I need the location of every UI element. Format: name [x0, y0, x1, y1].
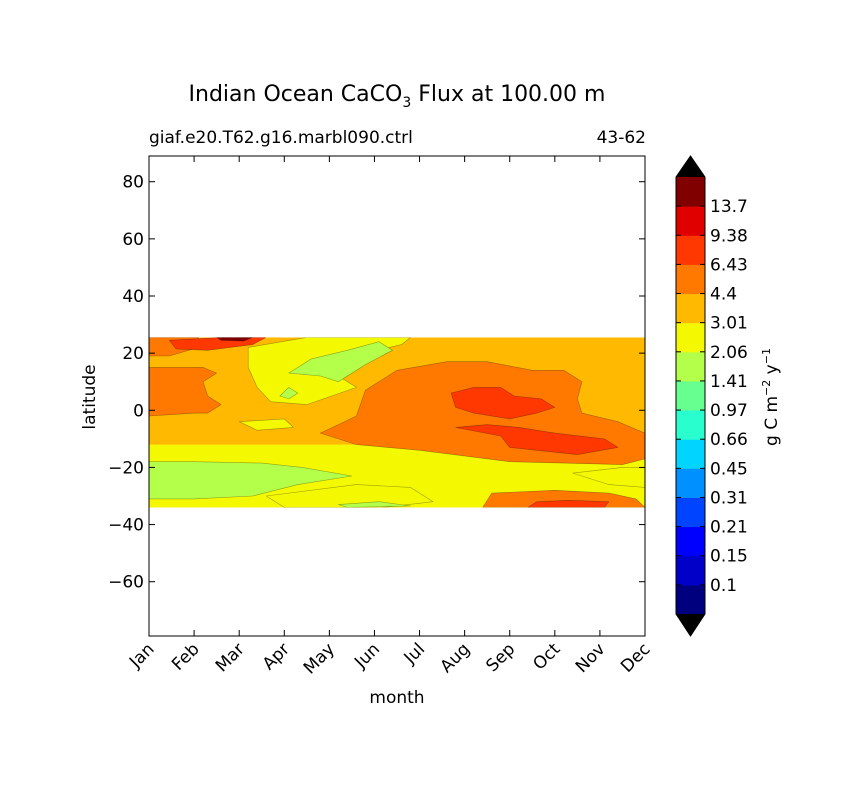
colorbar-tick-label: 0.31: [710, 488, 748, 508]
colorbar-segment: [676, 351, 705, 382]
colorbar-segment: [676, 235, 705, 265]
y-tick-label: −40: [108, 516, 144, 536]
contour-region-patch-east-yellow: [572, 467, 645, 488]
y-tick-label: −20: [108, 458, 144, 478]
colorbar: 0.1 0.15 0.21 0.31 0.45 0.66 0.97 1.41 2.06 3.01 4…: [675, 155, 748, 637]
chart-title: Indian Ocean CaCO3 Flux at 100.00 m: [189, 82, 606, 111]
colorbar-tick-label: 0.66: [710, 430, 748, 450]
colorbar-segment: [676, 410, 705, 440]
contour-region-patch-west-orange: [149, 367, 222, 417]
colorbar-segment: [676, 526, 705, 557]
contour-fills: [149, 337, 645, 508]
colorbar-segment: [676, 380, 705, 411]
colorbar-segment: [676, 468, 705, 498]
contour-region-patch-south-yellow: [265, 484, 434, 508]
colorbar-segment: [676, 264, 705, 295]
contour-region-patch-se-red: [527, 499, 610, 508]
plot-frame: [148, 155, 646, 637]
colorbar-tick-label: 0.97: [710, 401, 748, 421]
subtitle-left: giaf.e20.T62.g16.marbl090.ctrl: [149, 128, 413, 148]
colorbar-segment: [676, 206, 705, 236]
contour-region-patch-aug-red: [450, 387, 556, 420]
colorbar-tick-label: 0.45: [710, 459, 748, 479]
colorbar-tick-label: 1.41: [710, 372, 748, 392]
y-axis: 80 60 40 20 0 −20 −40 −60: [108, 173, 645, 593]
contour-region-patch-apr-green: [279, 387, 299, 400]
colorbar-label: g C m−2 y−1: [760, 348, 782, 446]
colorbar-segment: [676, 293, 705, 324]
colorbar-tick-label: 9.38: [710, 226, 748, 246]
y-tick-label: 0: [133, 401, 144, 421]
contour-region-patch-may-green: [288, 341, 393, 383]
y-tick-label: 40: [122, 287, 144, 307]
colorbar-tick-label: 13.7: [710, 197, 748, 217]
colorbar-segment: [676, 322, 705, 353]
colorbar-tick-label: 0.15: [710, 547, 748, 567]
colorbar-segment: [676, 497, 705, 528]
y-tick-label: 60: [122, 230, 144, 250]
subtitle-right: 43-62: [597, 128, 646, 148]
colorbar-tick-label: 0.1: [710, 576, 737, 596]
contour-region-patch-apr-yellow: [238, 418, 294, 431]
colorbar-segment: [676, 584, 705, 615]
contour-region-patch-feb-darkred: [216, 337, 253, 342]
chart-title-subscript: 3: [402, 95, 411, 111]
colorbar-tick-label: 3.01: [710, 314, 748, 334]
colorbar-tick-label: 0.21: [710, 518, 748, 538]
colorbar-segment: [676, 555, 705, 586]
y-tick-label: −60: [108, 573, 144, 593]
colorbar-under-arrow: [676, 614, 705, 636]
x-axis-label: month: [369, 688, 424, 708]
y-tick-label: 20: [122, 344, 144, 364]
colorbar-segment: [676, 177, 705, 207]
colorbar-tick-label: 6.43: [710, 255, 748, 275]
contour-region-patch-sw-green: [338, 501, 411, 508]
colorbar-over-arrow: [676, 156, 705, 177]
contour-region-patch-south-green: [149, 461, 353, 500]
colorbar-tick-label: 4.4: [710, 285, 737, 305]
colorbar-segment: [676, 439, 705, 469]
colorbar-outline: [675, 155, 706, 637]
colorbar-tick-label: 2.06: [710, 343, 748, 363]
contour-region-patch-sep-red: [455, 424, 619, 455]
y-tick-label: 80: [122, 173, 144, 193]
y-axis-label: latitude: [80, 364, 100, 429]
